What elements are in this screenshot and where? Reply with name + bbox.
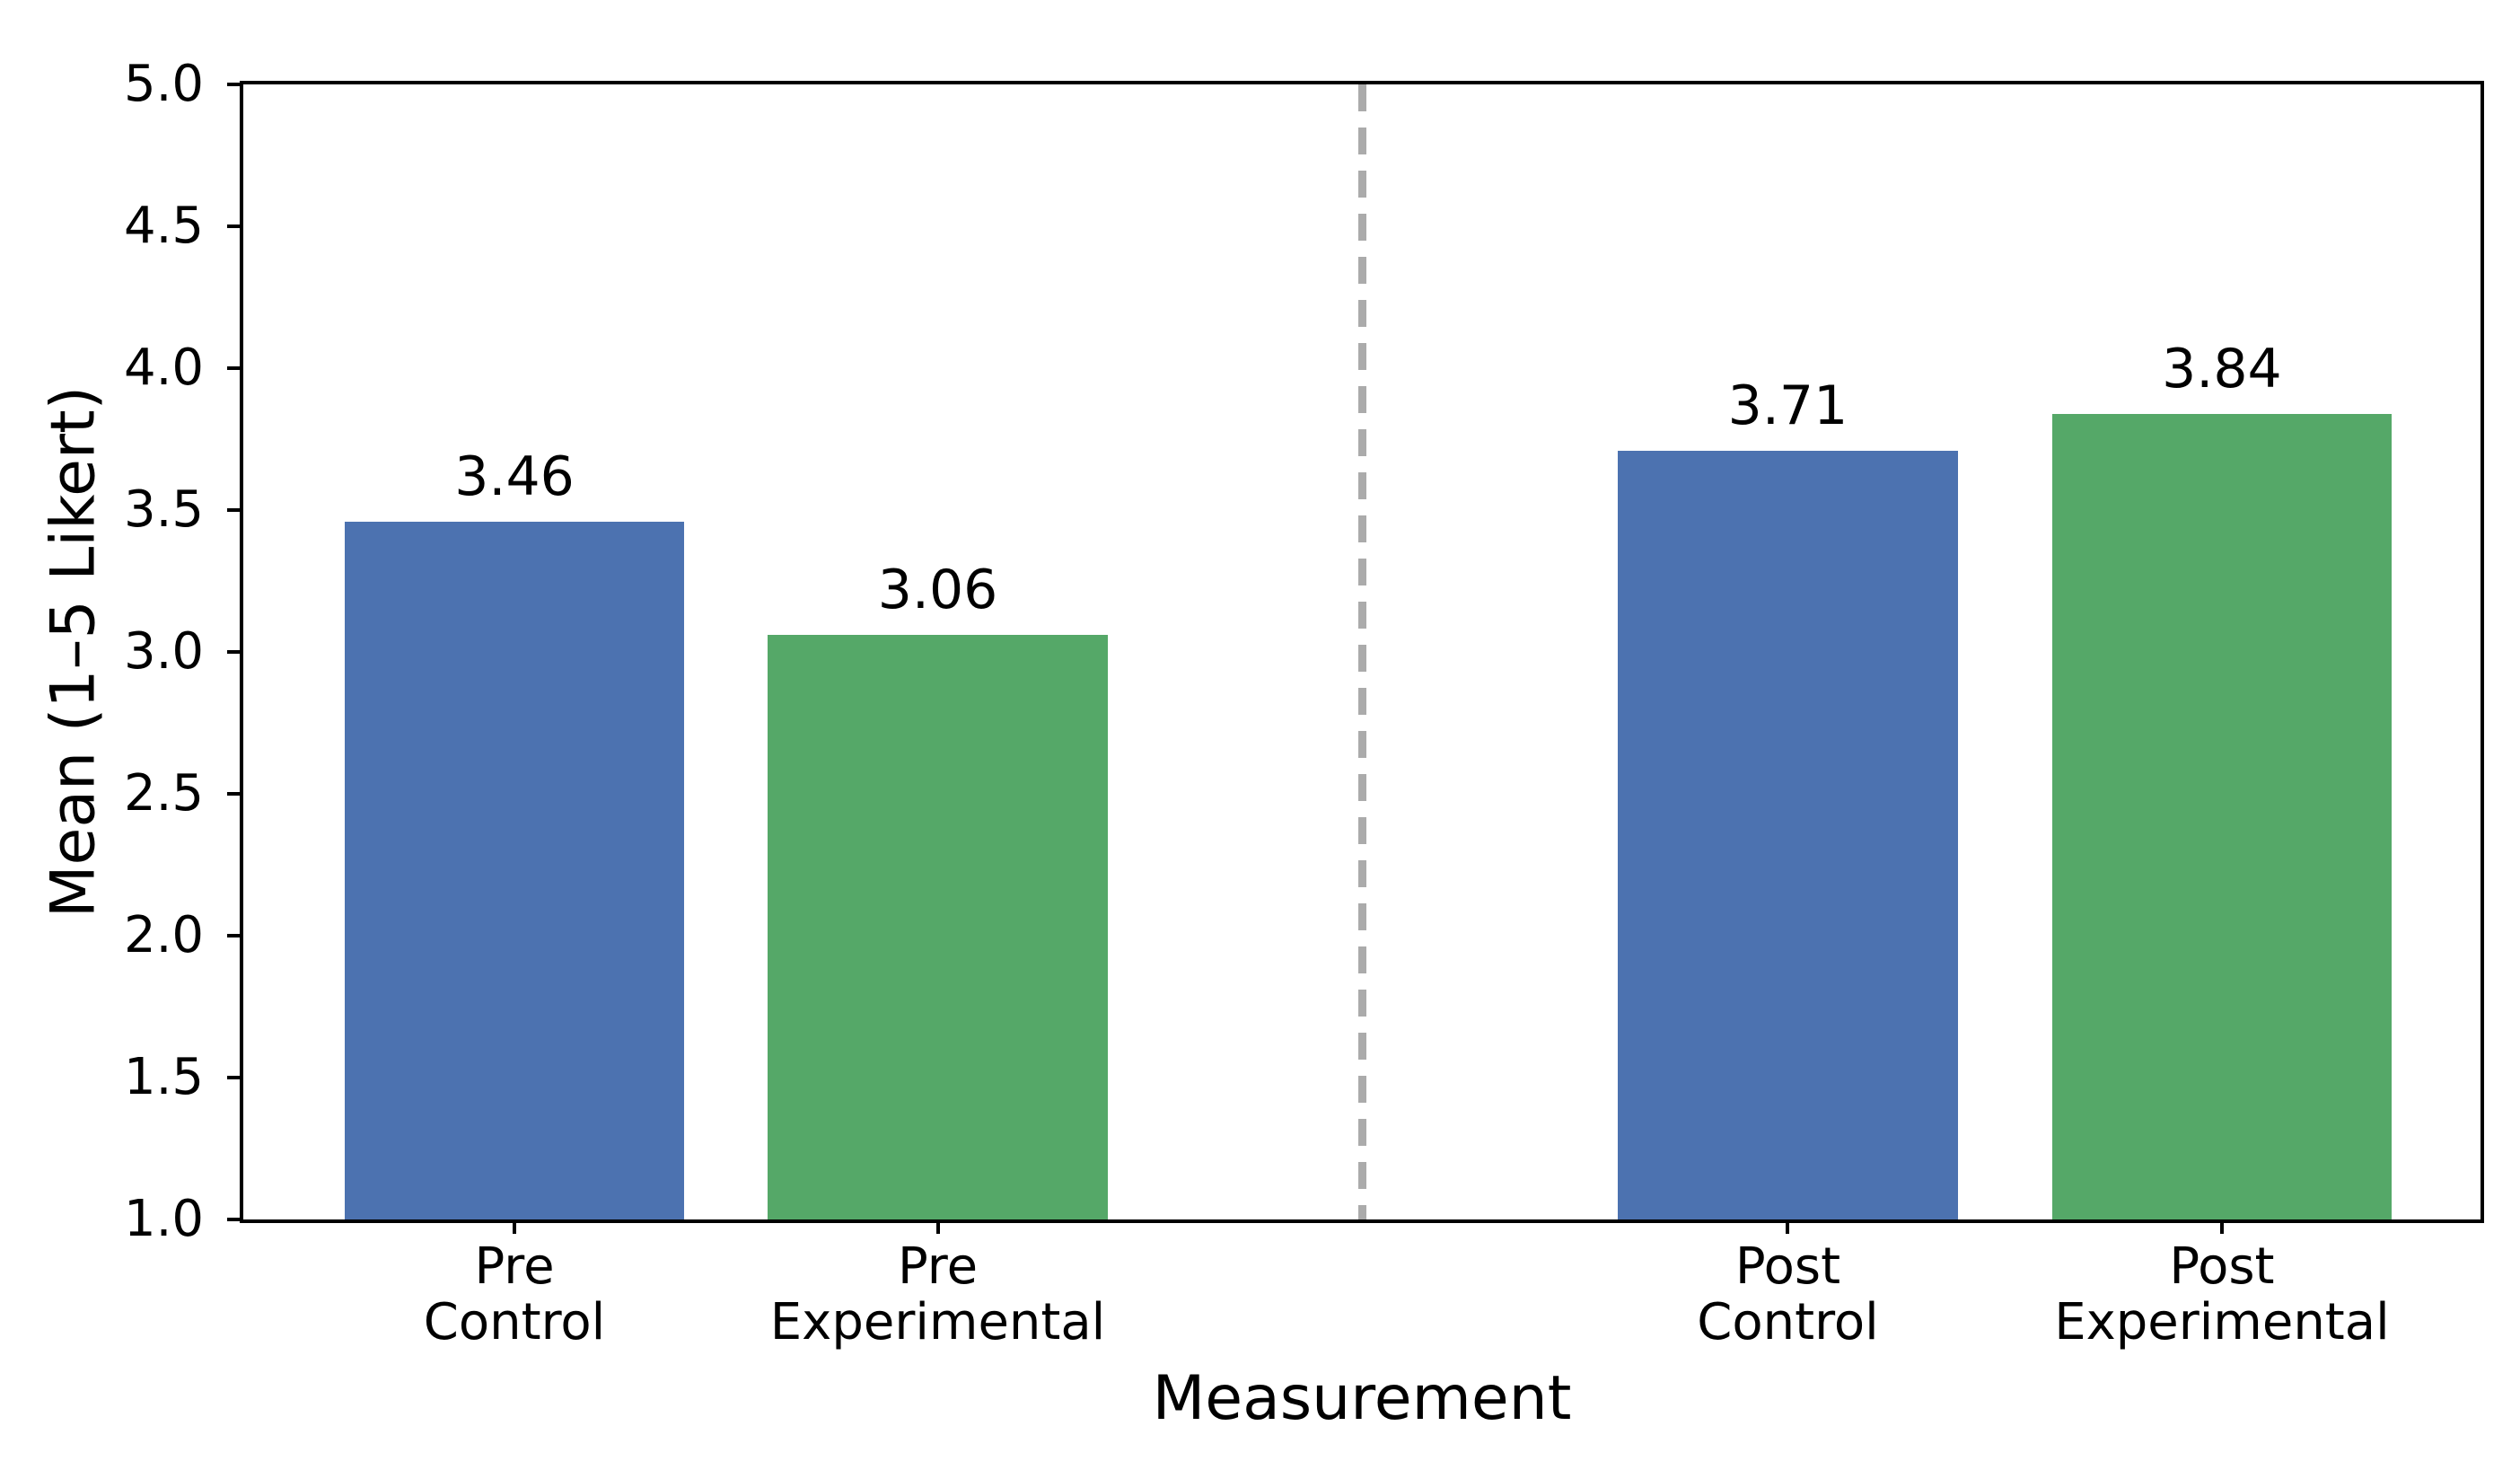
y-tick-label: 4.0 xyxy=(123,339,204,397)
y-tick-mark xyxy=(227,792,243,796)
bar-pre-control xyxy=(344,521,685,1219)
x-tick-label-line: Experimental xyxy=(769,1293,1106,1351)
x-tick-mark xyxy=(2219,1219,2224,1234)
bar-value-label-pre-control: 3.46 xyxy=(454,445,575,508)
x-axis-label: Measurement xyxy=(1152,1363,1572,1434)
y-tick-mark xyxy=(227,1076,243,1079)
x-tick-label-line: Post xyxy=(1734,1237,1841,1296)
y-tick-mark xyxy=(227,1218,243,1221)
x-tick-mark xyxy=(935,1219,940,1234)
x-tick-label-line: Pre xyxy=(898,1237,979,1296)
bar-post-experimental xyxy=(2051,413,2393,1219)
y-tick-label: 5.0 xyxy=(123,55,204,113)
y-tick-mark xyxy=(227,650,243,654)
y-tick-label: 3.5 xyxy=(123,480,204,539)
bar-value-label-pre-experimental: 3.06 xyxy=(877,559,998,622)
y-tick-label: 1.0 xyxy=(123,1190,204,1248)
bar-pre-experimental xyxy=(768,635,1108,1219)
x-tick-label-pre-experimental: Pre Experimental xyxy=(741,1239,1136,1351)
bar-post-control xyxy=(1618,450,1958,1219)
x-tick-label-post-experimental: Post Experimental xyxy=(2024,1239,2419,1351)
y-tick-label: 3.0 xyxy=(123,622,204,681)
x-tick-label-pre-control: Pre Control xyxy=(317,1239,712,1351)
y-tick-label: 2.5 xyxy=(123,764,204,823)
x-tick-mark xyxy=(1786,1219,1790,1234)
bar-value-label-post-control: 3.71 xyxy=(1727,374,1848,437)
y-tick-label: 4.5 xyxy=(123,197,204,255)
bar-value-label-post-experimental: 3.84 xyxy=(2162,337,2282,401)
y-tick-label: 2.0 xyxy=(123,906,204,964)
y-tick-mark xyxy=(227,224,243,228)
y-tick-mark xyxy=(227,366,243,370)
x-tick-mark xyxy=(513,1219,517,1234)
x-tick-label-line: Control xyxy=(1697,1293,1879,1351)
plot-area: 1.0 1.5 2.0 2.5 3.0 3.5 4.0 4.5 5.0 3.46 Pre Contro… xyxy=(124,55,2484,1351)
x-tick-label-line: Experimental xyxy=(2054,1293,2390,1351)
x-tick-label-line: Pre xyxy=(474,1237,555,1296)
y-tick-mark xyxy=(227,83,243,86)
x-tick-label-post-control: Post Control xyxy=(1590,1239,1985,1351)
x-tick-label-line: Post xyxy=(2169,1237,2275,1296)
y-tick-mark xyxy=(227,934,243,937)
y-tick-mark xyxy=(227,508,243,512)
x-tick-label-line: Control xyxy=(423,1293,606,1351)
y-tick-label: 1.5 xyxy=(123,1048,204,1106)
group-separator-dashed-line xyxy=(1358,84,1366,1219)
